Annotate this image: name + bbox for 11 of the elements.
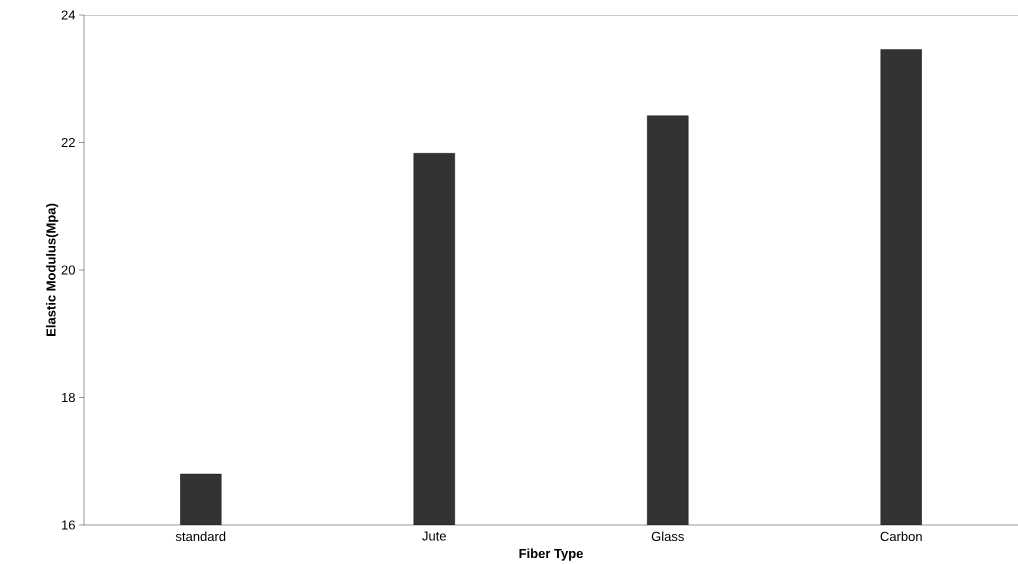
x-tick-label: Carbon [880,531,922,542]
x-tick-label: Glass [651,531,684,542]
y-tick-label: 22 [61,137,75,148]
y-tick-label: 16 [62,520,75,530]
x-tick-label: standard [175,531,226,542]
y-axis-title: Elastic Modulus(Mpa) [46,203,59,336]
y-tick-label: 18 [62,392,75,403]
y-tick-label: 20 [61,265,75,275]
y-tick-label: 24 [61,10,76,20]
x-tick-label: Jute [422,531,446,541]
x-axis-title: Fiber Type [519,548,583,561]
